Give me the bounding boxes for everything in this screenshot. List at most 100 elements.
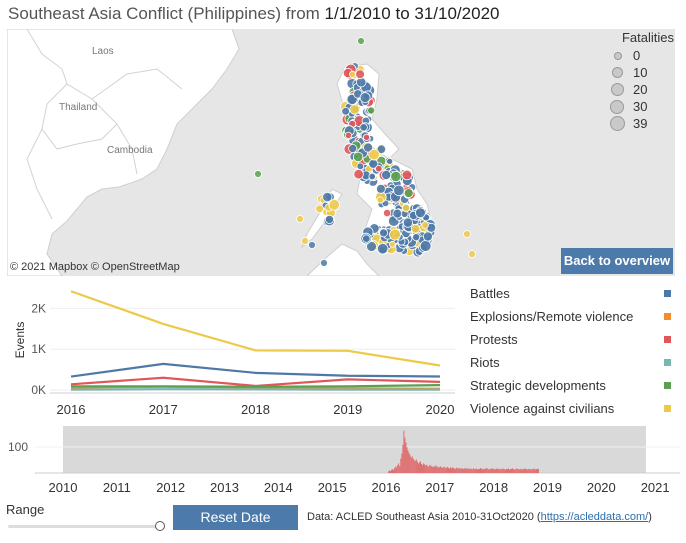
event-point[interactable] [377,242,389,255]
timeline-bar [468,469,470,473]
event-point[interactable] [375,183,386,194]
timeline-bar [464,467,466,473]
size-circle-icon [610,99,624,114]
event-point[interactable] [375,164,383,173]
event-point[interactable] [352,151,364,163]
event-point[interactable] [315,204,324,214]
event-point[interactable] [421,221,429,229]
conflict-map[interactable]: Laos Thailand Cambodia [7,29,675,276]
event-point[interactable] [419,240,432,252]
event-point[interactable] [356,162,365,171]
event-point[interactable] [254,170,262,178]
event-points[interactable] [254,37,476,267]
event-point[interactable] [368,172,376,181]
event-point[interactable] [386,157,394,165]
event-point[interactable] [296,215,304,223]
event-point[interactable] [402,217,413,228]
timeline-bar [492,468,494,473]
date-end[interactable]: 31/10/2020 [414,4,500,23]
source-text: Data: ACLED Southeast Asia 2010-31Oct202… [307,511,541,523]
series-line[interactable] [70,362,441,378]
event-point[interactable] [382,208,392,218]
map-label-cambodia: Cambodia [107,145,153,156]
series-line[interactable] [71,384,441,388]
event-point[interactable] [322,192,333,203]
legend-label: Strategic developments [470,378,606,393]
range-slider-handle[interactable] [155,521,165,531]
event-point[interactable] [403,188,414,199]
legend-item[interactable]: Protests [470,330,680,353]
event-point[interactable] [367,106,376,115]
event-point[interactable] [355,69,365,80]
timeline-bar [489,469,491,473]
event-point[interactable] [363,142,374,153]
timeline-bar [408,453,410,473]
event-point[interactable] [349,70,357,78]
legend-item[interactable]: Strategic developments [470,376,680,399]
legend-item[interactable]: Explosions/Remote violence [470,307,680,330]
timeline-bar [499,469,501,473]
event-point[interactable] [468,250,476,258]
event-point[interactable] [368,148,380,161]
back-to-overview-button[interactable]: Back to overview [561,248,673,274]
event-point[interactable] [393,184,405,197]
series-line[interactable] [70,290,441,367]
event-point[interactable] [349,104,360,115]
reset-date-button[interactable]: Reset Date [173,505,298,530]
event-point[interactable] [301,237,309,245]
event-point[interactable] [388,240,396,248]
event-point[interactable] [341,107,350,116]
timeline-bar [430,465,432,473]
x-tick-label: 2020 [426,402,455,417]
timeline-bar [424,464,426,473]
selected-range-band[interactable] [63,426,646,473]
timeline-bar [439,466,441,473]
source-link[interactable]: https://acleddata.com/ [540,511,649,523]
event-point[interactable] [353,168,364,180]
timeline-bar [438,467,440,473]
event-point[interactable] [463,230,471,238]
event-point[interactable] [308,241,316,249]
legend-item[interactable]: Battles [470,284,680,307]
range-slider[interactable] [8,521,165,531]
event-point[interactable] [401,169,413,181]
event-point[interactable] [359,92,371,103]
event-point[interactable] [422,231,433,242]
event-point[interactable] [389,228,401,241]
event-point[interactable] [414,207,426,219]
timeline-year-label: 2013 [210,480,239,495]
event-point[interactable] [344,131,352,139]
event-point[interactable] [324,214,334,224]
event-point[interactable] [362,133,371,141]
event-point[interactable] [328,199,340,211]
event-point[interactable] [376,196,384,204]
timeline-bar [410,457,412,473]
timeline-bar [538,469,539,473]
map-canvas[interactable]: Laos Thailand Cambodia [7,29,675,276]
event-point[interactable] [376,144,387,154]
legend-item[interactable]: Violence against civilians [470,399,680,422]
range-slider-track[interactable] [8,525,158,528]
event-point[interactable] [320,259,328,267]
event-point[interactable] [379,228,389,238]
data-source: Data: ACLED Southeast Asia 2010-31Oct202… [307,511,652,523]
event-point[interactable] [359,123,368,132]
date-start[interactable]: 1/1/2010 [324,4,391,23]
event-point[interactable] [401,204,411,213]
event-point[interactable] [390,170,402,183]
series-line[interactable] [70,376,441,388]
timeline-bar [450,467,451,473]
timeline-chart[interactable]: 100 2010 2011 2012 2013 2014 2015 2016 2017 2018 2… [0,420,686,500]
event-point[interactable] [348,144,358,154]
map-attribution[interactable]: © 2021 Mapbox © OpenStreetMap [10,261,180,273]
event-point[interactable] [366,241,377,252]
event-point[interactable] [357,37,365,45]
event-point[interactable] [362,234,371,243]
timeline-bar [409,455,411,473]
event-point[interactable] [392,208,403,219]
event-point[interactable] [381,169,392,180]
event-point[interactable] [410,224,421,234]
events-line-chart[interactable]: 0K 1K 2K Events 2016 2017 2018 2019 2020 [0,280,460,420]
event-point[interactable] [412,233,421,242]
legend-item[interactable]: Riots [470,353,680,376]
